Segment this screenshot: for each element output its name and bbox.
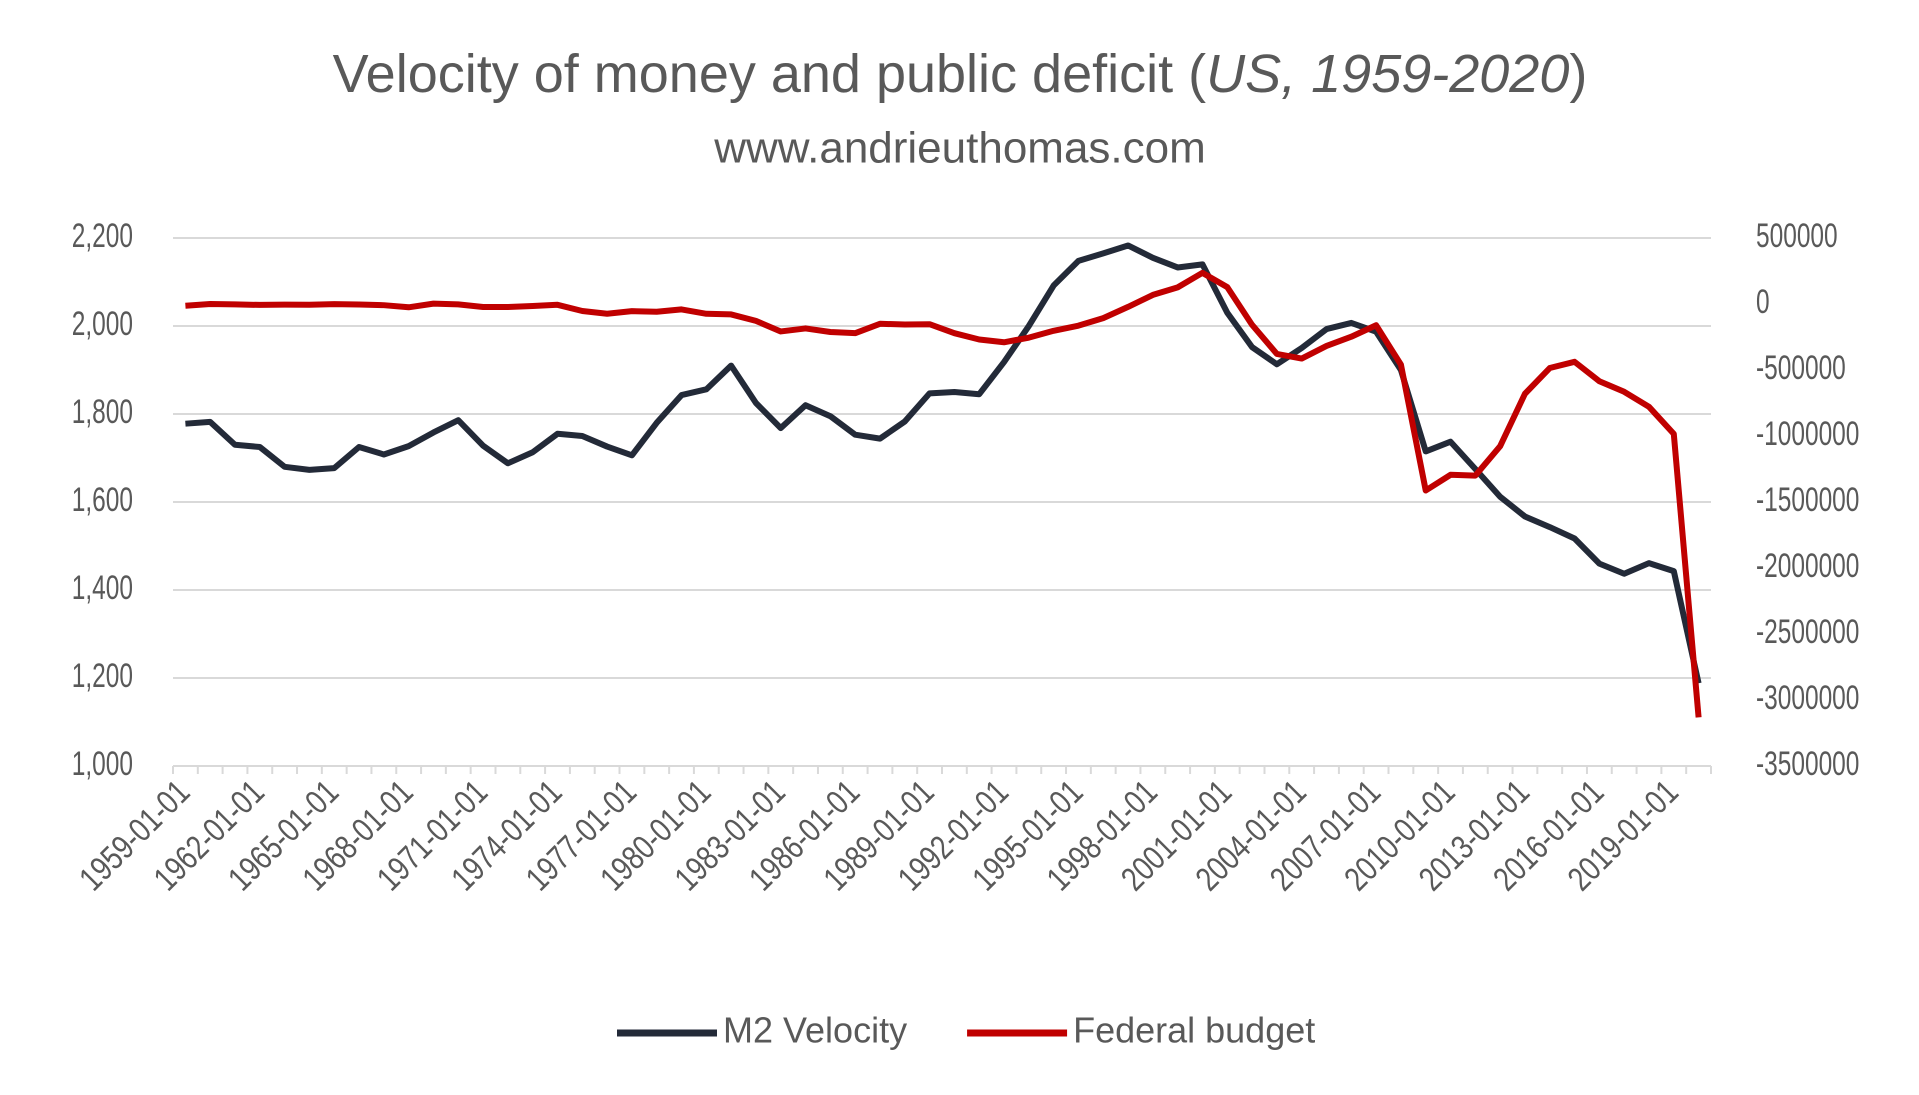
y-tick-label: 1,600 xyxy=(72,481,133,519)
y2-tick-label: -1000000 xyxy=(1756,415,1859,453)
y2-tick-label: -2500000 xyxy=(1756,613,1859,651)
y-tick-label: 2,200 xyxy=(72,217,133,255)
chart-title: Velocity of money and public deficit (US… xyxy=(333,44,1588,104)
chart-subtitle: www.andrieuthomas.com xyxy=(713,124,1206,173)
y2-tick-label: 0 xyxy=(1756,283,1770,321)
y2-tick-label: -1500000 xyxy=(1756,481,1859,519)
series-line xyxy=(185,242,1702,684)
y2-tick-label: -2000000 xyxy=(1756,547,1859,585)
legend-label: Federal budget xyxy=(1073,1010,1315,1051)
y2-tick-label: 500000 xyxy=(1756,217,1838,255)
y2-tick-label: -500000 xyxy=(1756,349,1846,387)
title-part: ) xyxy=(1569,44,1587,104)
legend-label: M2 Velocity xyxy=(723,1010,907,1051)
y-tick-label: 1,200 xyxy=(72,657,133,695)
y-tick-label: 2,000 xyxy=(72,305,133,343)
y-tick-label: 1,000 xyxy=(72,745,133,783)
title-part: US, 1959-2020 xyxy=(1206,44,1569,104)
series-line xyxy=(185,269,1702,718)
y-tick-label: 1,800 xyxy=(72,393,133,431)
y2-tick-label: -3000000 xyxy=(1756,679,1859,717)
title-part: Velocity of money and public deficit ( xyxy=(333,44,1206,104)
y2-tick-label: -3500000 xyxy=(1756,745,1859,783)
y-tick-label: 1,400 xyxy=(72,569,133,607)
